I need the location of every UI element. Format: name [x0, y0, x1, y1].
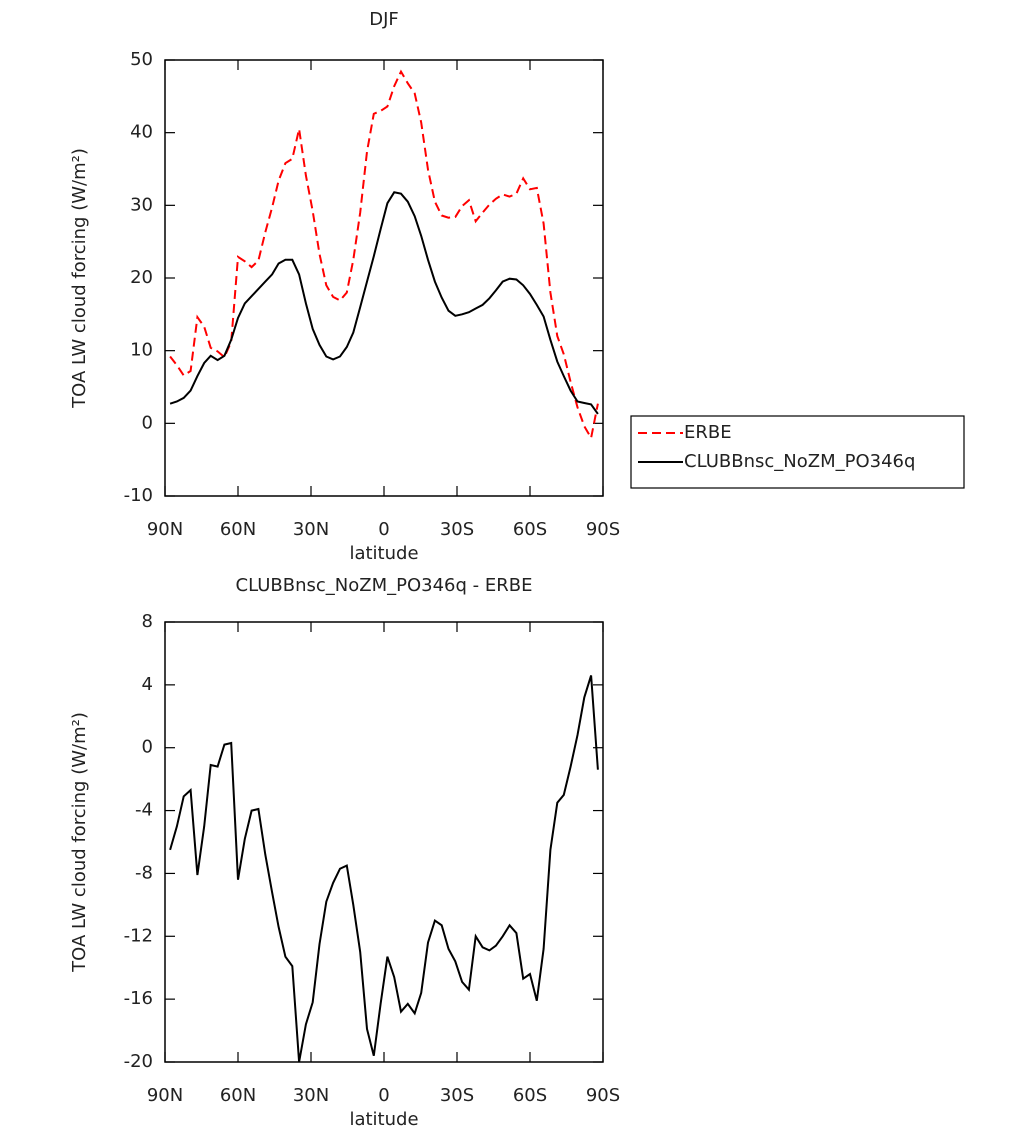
x-tick-label: 60S: [513, 1085, 547, 1106]
x-tick-label: 30S: [440, 1085, 474, 1106]
y-tick-label: 8: [142, 611, 153, 632]
chart-title: DJF: [369, 9, 399, 30]
y-tick-label: 30: [130, 194, 153, 215]
x-axis-label: latitude: [349, 1109, 418, 1130]
x-tick-label: 30N: [293, 1085, 329, 1106]
x-tick-label: 90S: [586, 519, 620, 540]
data-line: [169, 675, 599, 1063]
x-tick-label: 60N: [220, 519, 256, 540]
x-tick-label: 90S: [586, 1085, 620, 1106]
y-tick-label: 4: [142, 674, 153, 695]
x-tick-label: 0: [378, 519, 389, 540]
y-tick-label: 0: [142, 412, 153, 433]
x-tick-label: 90N: [147, 519, 183, 540]
y-tick-label: -4: [135, 800, 153, 821]
y-tick-label: -10: [124, 485, 153, 506]
x-tick-label: 60S: [513, 519, 547, 540]
x-tick-label: 30S: [440, 519, 474, 540]
x-tick-label: 0: [378, 1085, 389, 1106]
y-tick-label: -12: [124, 925, 153, 946]
y-tick-label: 50: [130, 49, 153, 70]
y-tick-label: -8: [135, 862, 153, 883]
x-tick-label: 60N: [220, 1085, 256, 1106]
y-tick-label: 40: [130, 122, 153, 143]
y-tick-label: -16: [124, 988, 153, 1009]
chart-title: CLUBBnsc_NoZM_PO346q - ERBE: [236, 575, 533, 596]
x-tick-label: 30N: [293, 519, 329, 540]
y-tick-label: -20: [124, 1051, 153, 1072]
legend-box: [630, 415, 965, 489]
legend-label: ERBE: [684, 422, 732, 443]
plot-frame: [164, 59, 604, 497]
plot-frame: [164, 621, 604, 1063]
y-tick-label: 10: [130, 340, 153, 361]
x-tick-label: 90N: [147, 1085, 183, 1106]
y-axis-label: TOA LW cloud forcing (W/m²): [69, 148, 90, 409]
data-line: [169, 69, 599, 441]
y-axis-label: TOA LW cloud forcing (W/m²): [69, 712, 90, 973]
x-axis-label: latitude: [349, 543, 418, 564]
legend-label: CLUBBnsc_NoZM_PO346q: [684, 451, 915, 472]
y-tick-label: 20: [130, 267, 153, 288]
y-tick-label: 0: [142, 737, 153, 758]
data-line: [169, 191, 599, 415]
